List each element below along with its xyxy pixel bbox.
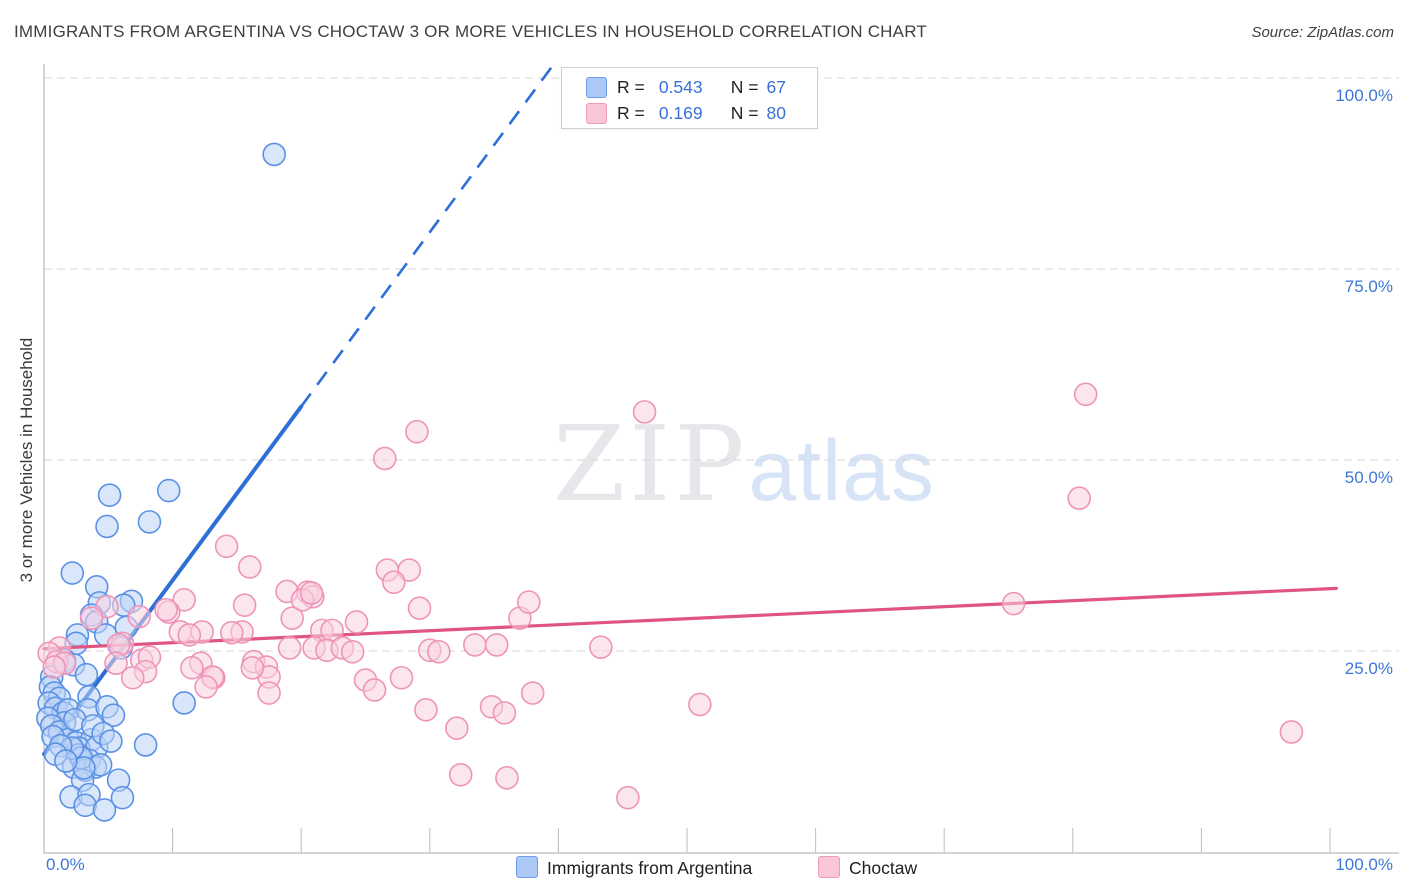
- y-tick-label-50: 50.0%: [1344, 468, 1393, 487]
- data-point-choctaw: [688, 692, 712, 717]
- data-point-argentina: [92, 798, 117, 822]
- data-point-argentina: [137, 510, 162, 534]
- correlation-legend: R = 0.543 N = 67 R = 0.169 N = 80: [561, 67, 818, 129]
- data-point-argentina: [60, 561, 85, 585]
- argentina-series-label: Immigrants from Argentina: [547, 858, 753, 878]
- n-label: N =: [730, 76, 759, 97]
- watermark-atlas: atlas: [748, 423, 935, 519]
- data-point-choctaw: [448, 762, 473, 787]
- y-tick-label-25: 25.0%: [1344, 659, 1393, 678]
- data-point-choctaw: [240, 656, 265, 680]
- data-point-choctaw: [194, 675, 218, 699]
- trend-line-choctaw: [42, 586, 1339, 651]
- x-tick-label-0: 0.0%: [46, 855, 85, 874]
- data-point-argentina: [101, 703, 126, 727]
- data-point-choctaw: [127, 604, 151, 629]
- data-point-choctaw: [180, 656, 204, 680]
- choctaw-swatch-icon: [586, 102, 607, 124]
- data-point-choctaw: [104, 651, 128, 676]
- r-label: R =: [617, 102, 645, 123]
- data-point-choctaw: [120, 665, 145, 690]
- y-tick-label-75: 75.0%: [1344, 277, 1393, 296]
- data-point-choctaw: [517, 590, 541, 614]
- data-point-choctaw: [362, 678, 387, 702]
- legend-row-argentina: R = 0.543 N = 67: [586, 75, 817, 99]
- watermark-zip: ZIP: [553, 403, 749, 525]
- source-credit: Source: ZipAtlas.com: [1251, 24, 1394, 41]
- data-point-choctaw: [1001, 591, 1026, 616]
- data-point-choctaw: [1067, 486, 1092, 511]
- argentina-swatch-icon: [516, 856, 538, 878]
- page-title: IMMIGRANTS FROM ARGENTINA VS CHOCTAW 3 O…: [14, 22, 927, 41]
- choctaw-swatch-icon: [818, 856, 840, 878]
- n-value-choctaw: 80: [766, 102, 786, 123]
- data-point-choctaw: [372, 446, 397, 471]
- r-value-choctaw: 0.169: [658, 102, 703, 123]
- trend-line-extension-argentina: [300, 65, 554, 408]
- data-point-choctaw: [277, 636, 302, 660]
- data-point-argentina: [172, 691, 196, 715]
- y-tick-label-100: 100.0%: [1335, 86, 1393, 105]
- r-value-argentina: 0.543: [658, 76, 703, 97]
- data-point-choctaw: [154, 597, 178, 622]
- data-point-choctaw: [177, 623, 202, 647]
- data-point-choctaw: [237, 555, 262, 579]
- data-point-choctaw: [397, 558, 422, 582]
- data-point-choctaw: [219, 620, 244, 645]
- zipatlas-watermark: ZIPatlas: [553, 403, 935, 525]
- data-point-choctaw: [214, 534, 239, 559]
- series-legend: Immigrants from Argentina Choctaw: [0, 853, 1406, 883]
- data-point-argentina: [74, 662, 99, 687]
- n-label: N =: [730, 102, 759, 123]
- data-point-choctaw: [632, 400, 657, 424]
- data-point-choctaw: [381, 570, 406, 595]
- data-point-argentina: [97, 483, 122, 507]
- x-tick-label-100: 100.0%: [1335, 855, 1393, 874]
- data-point-choctaw: [1073, 382, 1098, 407]
- data-point-choctaw: [495, 766, 519, 790]
- data-point-argentina: [133, 733, 158, 757]
- data-point-choctaw: [232, 593, 257, 617]
- data-point-choctaw: [405, 419, 429, 444]
- data-point-choctaw: [616, 785, 640, 810]
- data-point-choctaw: [484, 633, 509, 657]
- data-point-argentina: [110, 785, 135, 810]
- legend-row-choctaw: R = 0.169 N = 80: [586, 101, 817, 125]
- data-point-argentina: [99, 729, 123, 753]
- data-point-argentina: [95, 514, 119, 539]
- data-point-choctaw: [520, 681, 545, 705]
- data-point-choctaw: [427, 639, 451, 664]
- data-point-argentina: [54, 749, 78, 773]
- argentina-swatch-icon: [586, 76, 607, 98]
- data-point-argentina: [262, 142, 286, 167]
- data-point-choctaw: [299, 581, 324, 605]
- n-value-argentina: 67: [766, 76, 786, 97]
- data-point-choctaw: [589, 635, 613, 659]
- data-point-choctaw: [463, 633, 487, 657]
- data-point-choctaw: [344, 610, 369, 634]
- data-point-choctaw: [257, 681, 281, 705]
- data-point-argentina: [156, 478, 181, 503]
- data-point-choctaw: [414, 698, 438, 722]
- data-point-choctaw: [407, 596, 432, 621]
- data-point-choctaw: [389, 665, 414, 690]
- data-point-choctaw: [172, 588, 196, 612]
- data-point-choctaw: [280, 606, 304, 630]
- data-point-choctaw: [445, 716, 469, 740]
- data-point-choctaw: [1279, 720, 1304, 744]
- choctaw-series-label: Choctaw: [849, 858, 918, 878]
- data-point-choctaw: [340, 639, 365, 664]
- data-point-choctaw: [42, 655, 67, 679]
- data-point-choctaw: [79, 606, 104, 630]
- data-point-argentina: [73, 793, 97, 818]
- data-point-choctaw: [492, 701, 517, 725]
- r-label: R =: [617, 76, 645, 97]
